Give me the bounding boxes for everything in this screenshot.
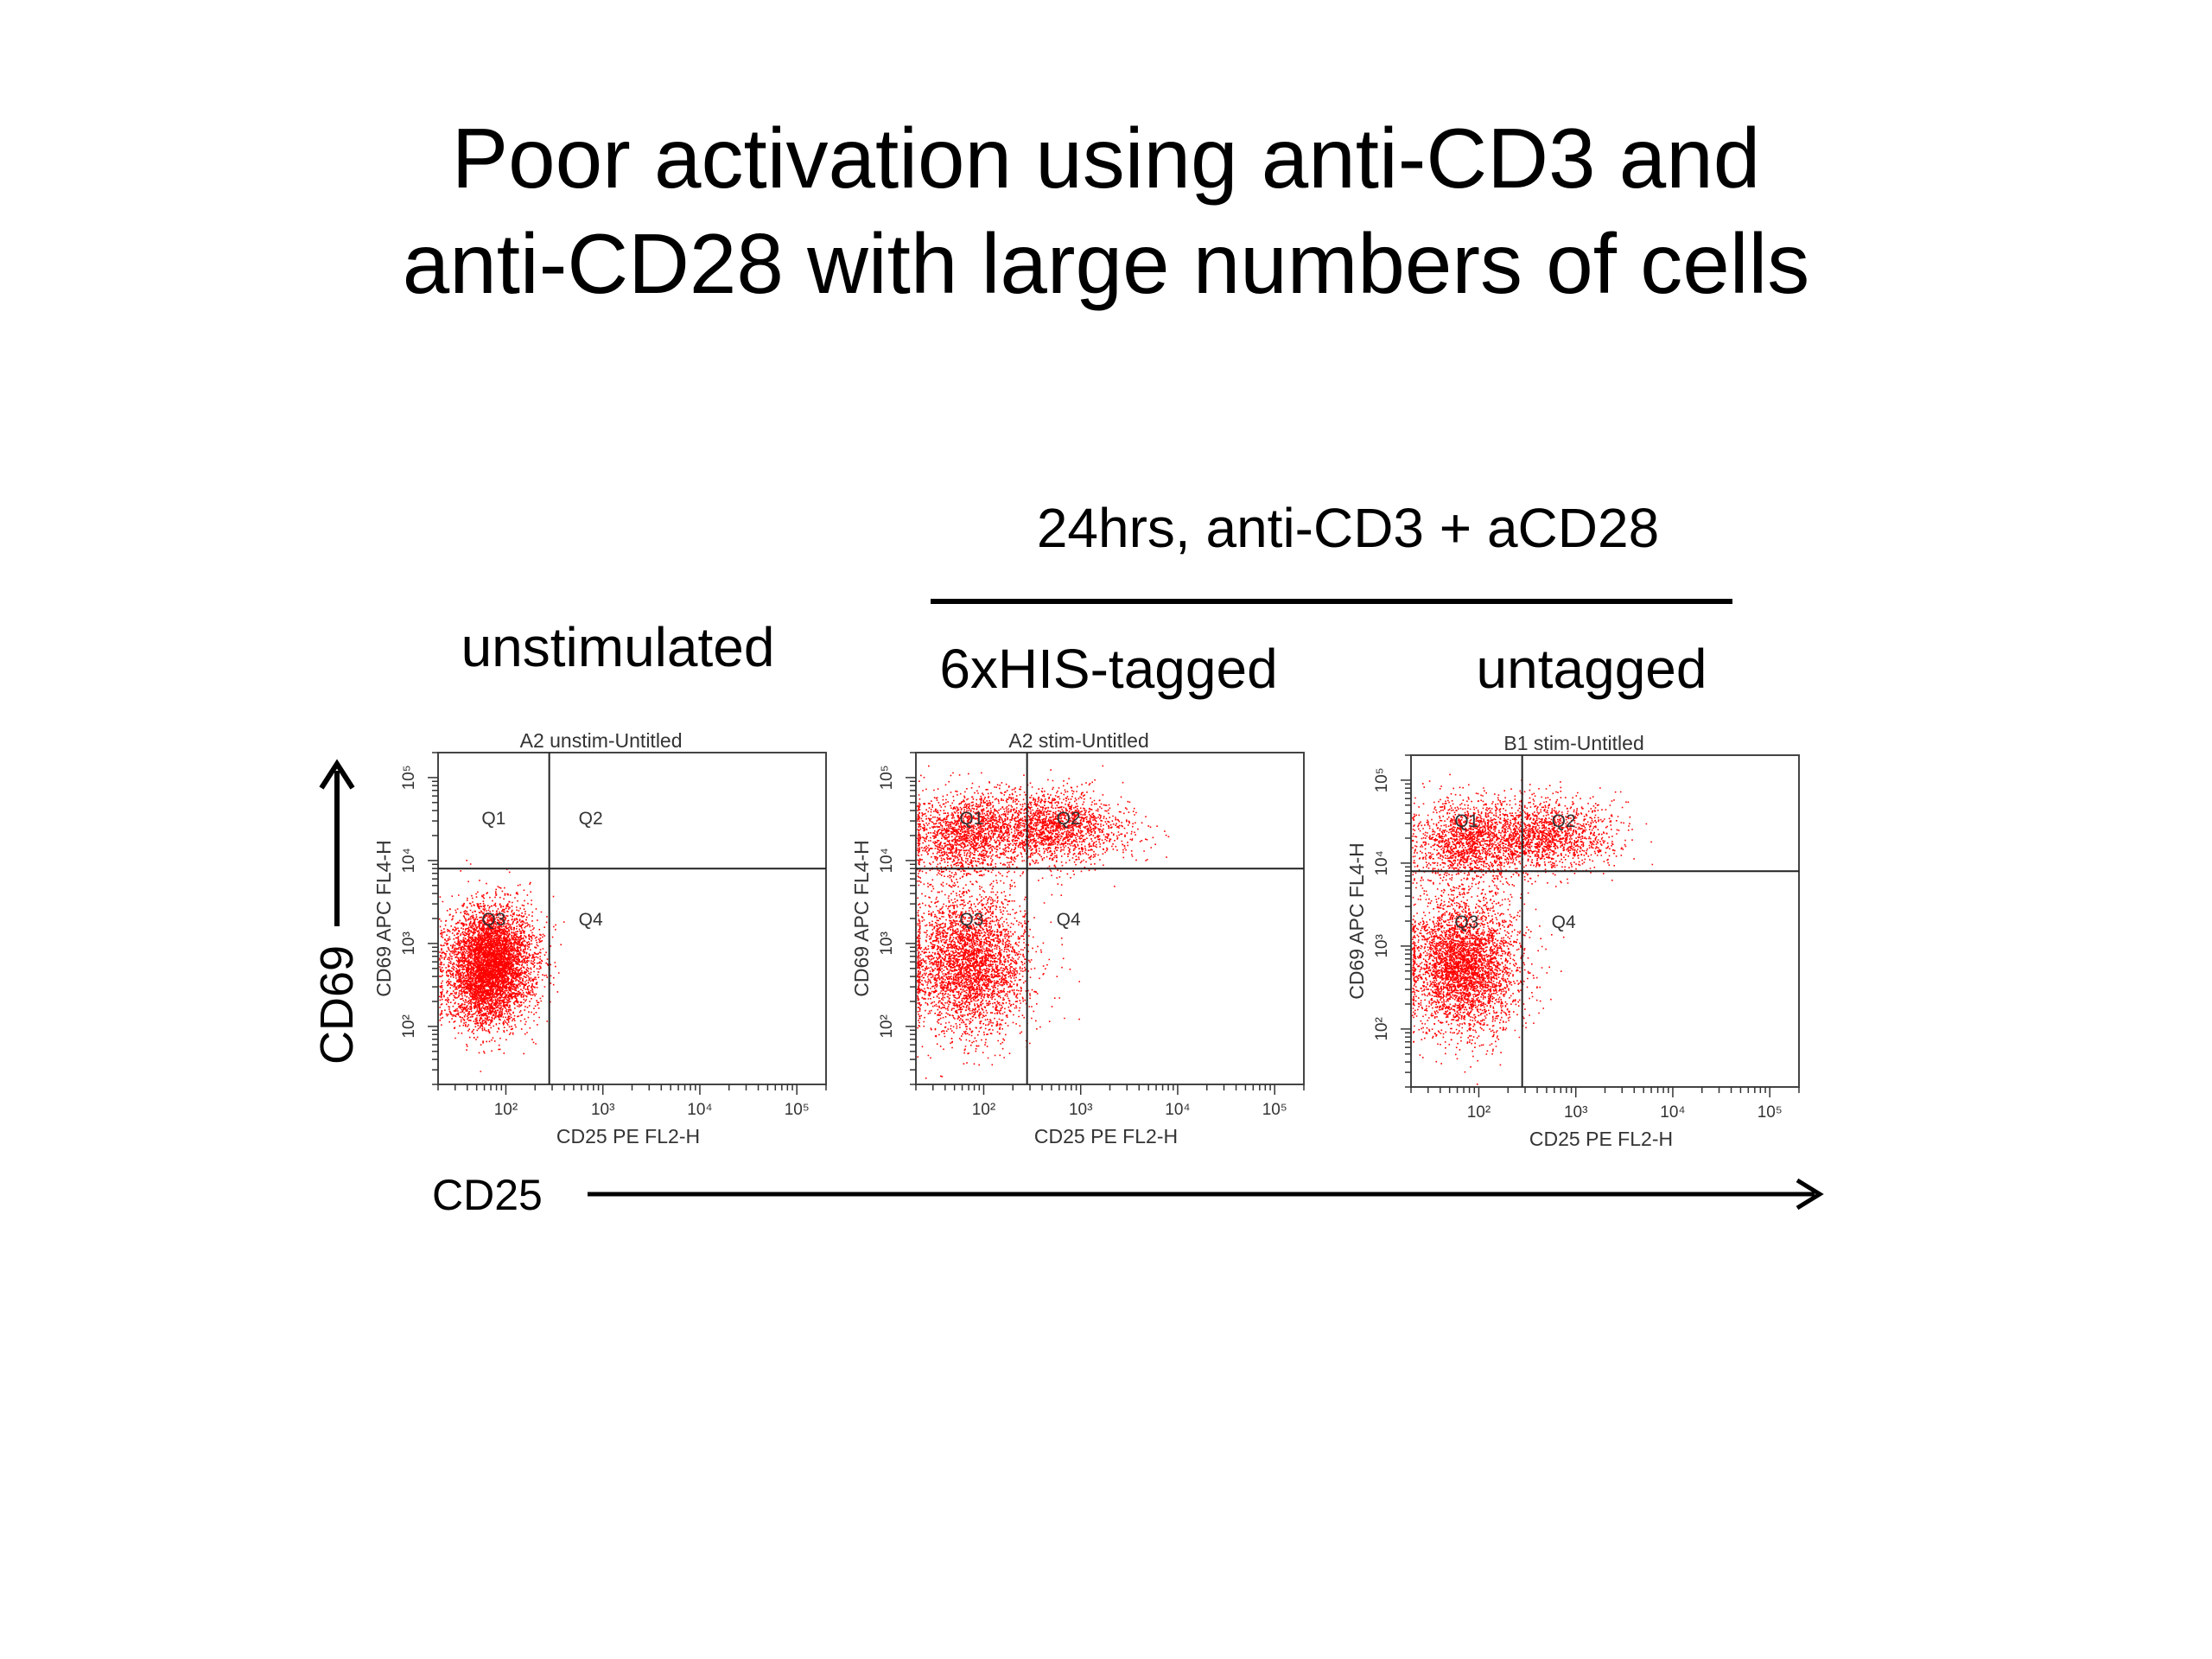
scatter-plot-3: B1 stim-Untitled Q1 Q2 Q3 Q4 10² 10³ 10⁴ 10⁵ 10² 1… — [1345, 732, 1800, 1150]
quadrant-label-q1: Q1 — [959, 809, 983, 829]
condition-label-6xhis-tagged: 6xHIS-tagged — [939, 638, 1278, 700]
title-line-1: Poor activation using anti-CD3 and — [451, 111, 1761, 206]
y-axis-label: CD69 APC FL4-H — [372, 840, 395, 997]
quadrant-label-q2: Q2 — [1057, 809, 1081, 829]
quadrant-label-q4: Q4 — [579, 910, 603, 930]
y-tick-label: 10⁴ — [878, 848, 896, 873]
quadrant-label-q1: Q1 — [1454, 811, 1478, 831]
stimulation-label: 24hrs, anti-CD3 + aCD28 — [1036, 497, 1660, 559]
x-tick-label: 10² — [972, 1101, 995, 1119]
y-tick-label: 10⁵ — [1373, 767, 1391, 792]
quadrant-label-q3: Q3 — [959, 910, 983, 930]
y-tick-label: 10³ — [878, 931, 896, 955]
stimulation-bracket-line — [931, 599, 1732, 604]
slide-title: Poor activation using anti-CD3 and anti-… — [0, 105, 2212, 316]
y-tick-label: 10³ — [1373, 934, 1391, 957]
y-tick-label: 10² — [400, 1014, 418, 1038]
scatter-plot-2: A2 stim-Untitled Q1 Q2 Q3 Q4 10² 10³ 10⁴ 10⁵ 10² 1… — [850, 729, 1305, 1147]
y-tick-label: 10⁵ — [878, 765, 896, 790]
quadrant-label-q3: Q3 — [1454, 912, 1478, 932]
y-tick-label: 10³ — [400, 931, 418, 955]
quadrant-label-q4: Q4 — [1057, 910, 1081, 930]
x-tick-label: 10² — [494, 1101, 518, 1119]
title-line-2: anti-CD28 with large numbers of cells — [402, 216, 1810, 311]
y-tick-label: 10⁴ — [400, 848, 418, 873]
cd25-label: CD25 — [432, 1171, 543, 1219]
x-tick-label: 10⁴ — [687, 1101, 712, 1119]
y-axis-label: CD69 APC FL4-H — [850, 840, 873, 997]
scatter-points — [917, 765, 1170, 1079]
x-axis-label: CD25 PE FL2-H — [556, 1125, 700, 1147]
condition-label-unstimulated: unstimulated — [461, 616, 775, 678]
quadrant-label-q3: Q3 — [481, 910, 505, 930]
cd69-arrow — [319, 759, 355, 926]
x-tick-label: 10⁵ — [1758, 1103, 1783, 1122]
condition-label-untagged: untagged — [1476, 638, 1707, 700]
scatter-points — [439, 860, 565, 1072]
plot-title: A2 unstim-Untitled — [520, 729, 683, 752]
cd25-arrow — [588, 1178, 1824, 1211]
quadrant-label-q2: Q2 — [579, 809, 603, 829]
x-tick-label: 10⁵ — [785, 1101, 810, 1119]
x-tick-label: 10³ — [1564, 1103, 1587, 1122]
plot-title: B1 stim-Untitled — [1503, 732, 1643, 754]
y-tick-label: 10⁴ — [1373, 850, 1391, 875]
x-tick-label: 10⁵ — [1262, 1101, 1287, 1119]
y-tick-label: 10² — [878, 1014, 896, 1038]
x-tick-label: 10³ — [1069, 1101, 1092, 1119]
scatter-points — [1412, 773, 1654, 1085]
quadrant-label-q1: Q1 — [481, 809, 505, 829]
quadrant-label-q4: Q4 — [1552, 912, 1576, 932]
y-tick-label: 10⁵ — [400, 765, 418, 790]
quadrant-label-q2: Q2 — [1552, 811, 1576, 831]
x-axis-label: CD25 PE FL2-H — [1034, 1125, 1178, 1147]
scatter-plot-1: A2 unstim-Untitled Q1 Q2 Q3 Q4 10² 10³ 10⁴ 10⁵ 10… — [372, 729, 827, 1147]
y-tick-label: 10² — [1373, 1017, 1391, 1040]
plot-title: A2 stim-Untitled — [1008, 729, 1148, 752]
x-tick-label: 10² — [1467, 1103, 1491, 1122]
x-tick-label: 10³ — [591, 1101, 614, 1119]
y-axis-label: CD69 APC FL4-H — [1345, 842, 1368, 1000]
x-axis-label: CD25 PE FL2-H — [1529, 1128, 1673, 1150]
x-tick-label: 10⁴ — [1165, 1101, 1190, 1119]
x-tick-label: 10⁴ — [1660, 1103, 1685, 1122]
cd69-label: CD69 — [311, 945, 363, 1065]
